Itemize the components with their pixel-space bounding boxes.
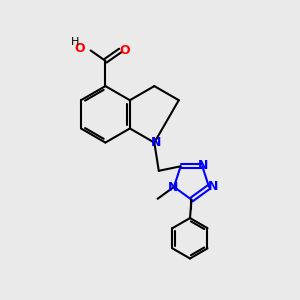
Text: N: N — [198, 159, 209, 172]
Text: O: O — [75, 42, 85, 56]
Text: N: N — [207, 180, 218, 194]
Text: H: H — [71, 38, 79, 47]
Text: N: N — [151, 136, 161, 149]
Text: O: O — [119, 44, 130, 57]
Text: N: N — [168, 181, 178, 194]
